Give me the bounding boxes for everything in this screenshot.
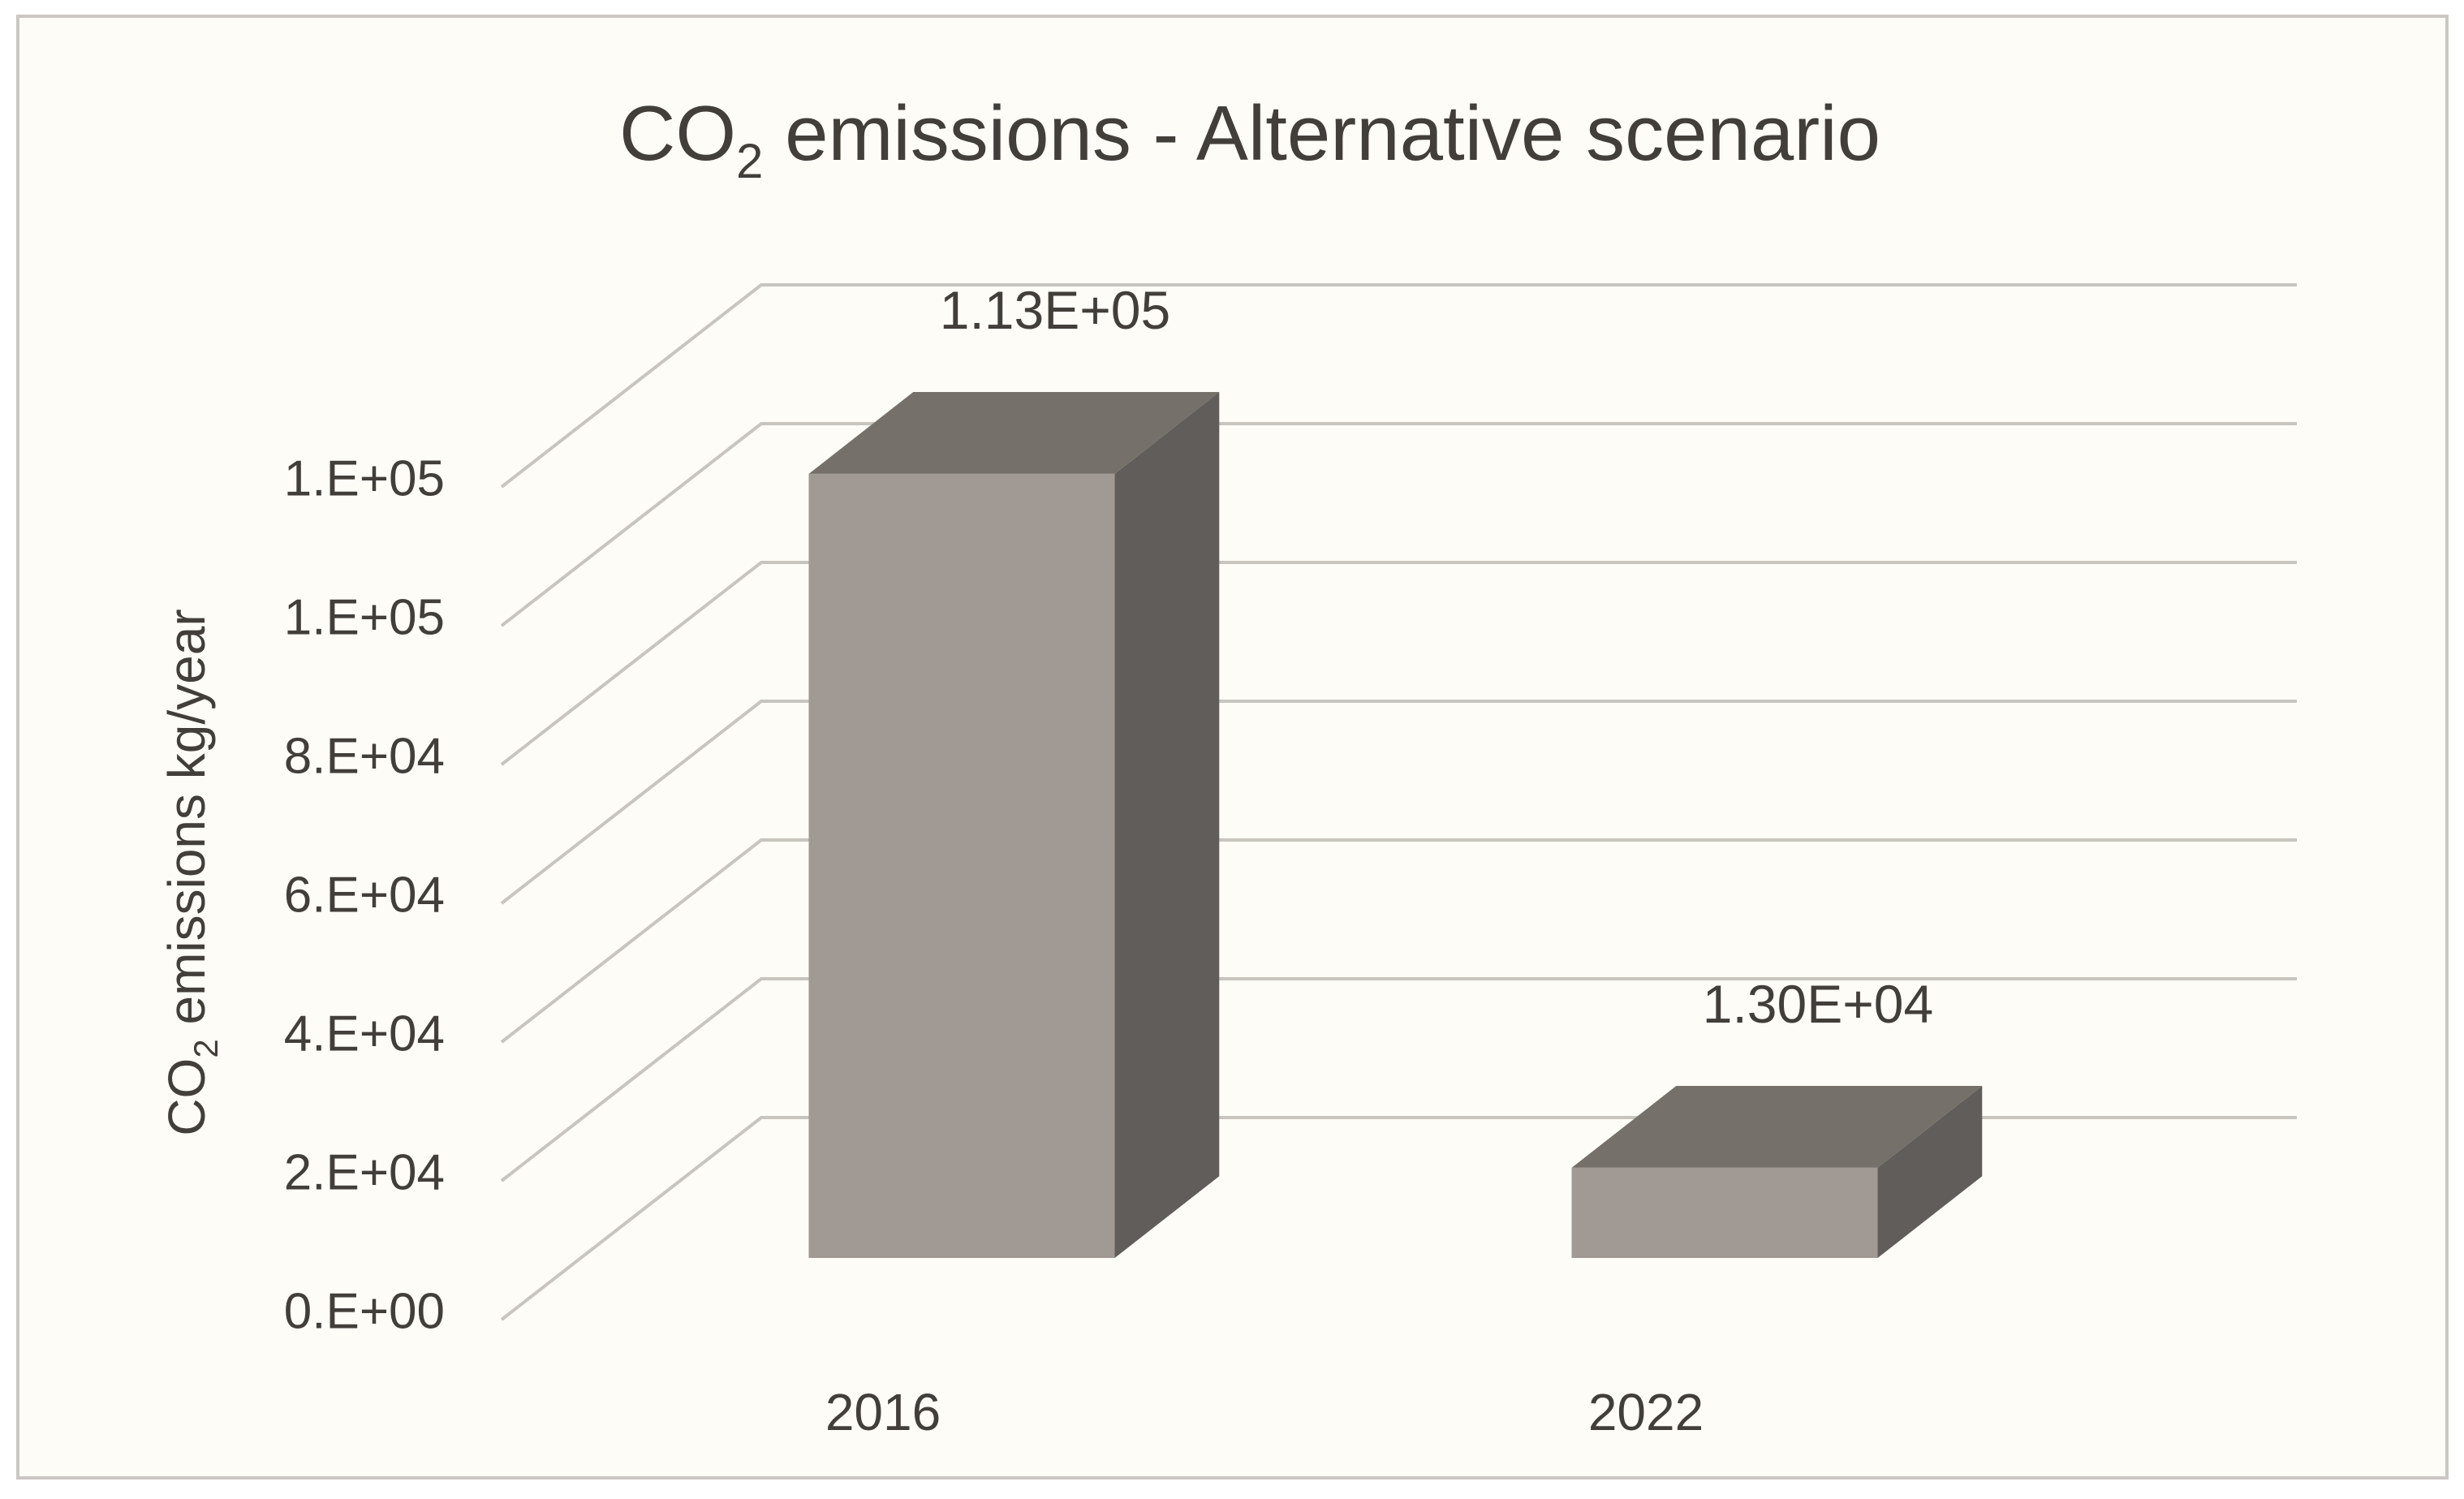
x-category-label: 2016 (825, 1383, 941, 1441)
chart-frame-border (16, 15, 2449, 1480)
gridline (500, 977, 2297, 1182)
gridline (500, 838, 2297, 1044)
x-axis-category-labels: 2016 2022 (825, 1383, 1704, 1441)
y-axis-tick-labels: 0.E+00 2.E+04 4.E+04 6.E+04 8.E+04 1.E+05 1.E+… (284, 451, 445, 1340)
chart-title-text: CO (619, 90, 736, 177)
chart-title-text-tail: emissions - Alternative scenario (763, 90, 1880, 177)
y-axis-title-text-tail: emissions kg/year (157, 609, 216, 1039)
gridlines-group (500, 283, 2297, 1321)
bar-2022-side-face (1877, 1086, 1983, 1259)
y-tick-label: 2.E+04 (284, 1145, 445, 1201)
y-tick-label: 1.E+05 (284, 451, 445, 507)
y-tick-label: 8.E+04 (284, 729, 445, 785)
x-category-label: 2022 (1588, 1383, 1704, 1441)
gridline (500, 422, 2297, 627)
bar-data-label: 1.13E+05 (940, 280, 1170, 340)
y-axis-title-text: CO (157, 1058, 216, 1136)
bar-2016-side-face (1114, 392, 1220, 1259)
bar-2022-front-face (1571, 1167, 1878, 1259)
y-tick-label: 4.E+04 (284, 1006, 445, 1062)
chart-background (18, 16, 2447, 1478)
bar-data-label: 1.30E+04 (1703, 974, 1933, 1034)
y-tick-label: 1.E+05 (284, 590, 445, 646)
y-axis-title: CO2 emissions kg/year (157, 609, 225, 1135)
bar-data-labels: 1.13E+05 1.30E+04 (940, 280, 1933, 1034)
gridline (500, 700, 2297, 905)
bar-2016-front-face (808, 473, 1115, 1259)
gridline (500, 283, 2297, 489)
bar-2022-top-face (1571, 1086, 1983, 1168)
y-axis-title-subscript: 2 (187, 1039, 225, 1057)
y-tick-label: 6.E+04 (284, 868, 445, 924)
bar-2016-top-face (808, 392, 1220, 474)
gridline (500, 561, 2297, 766)
chart-title-subscript: 2 (736, 134, 763, 188)
chart-title: CO2 emissions - Alternative scenario (619, 90, 1880, 188)
y-tick-label: 0.E+00 (284, 1284, 445, 1340)
bars-group (808, 392, 1983, 1259)
